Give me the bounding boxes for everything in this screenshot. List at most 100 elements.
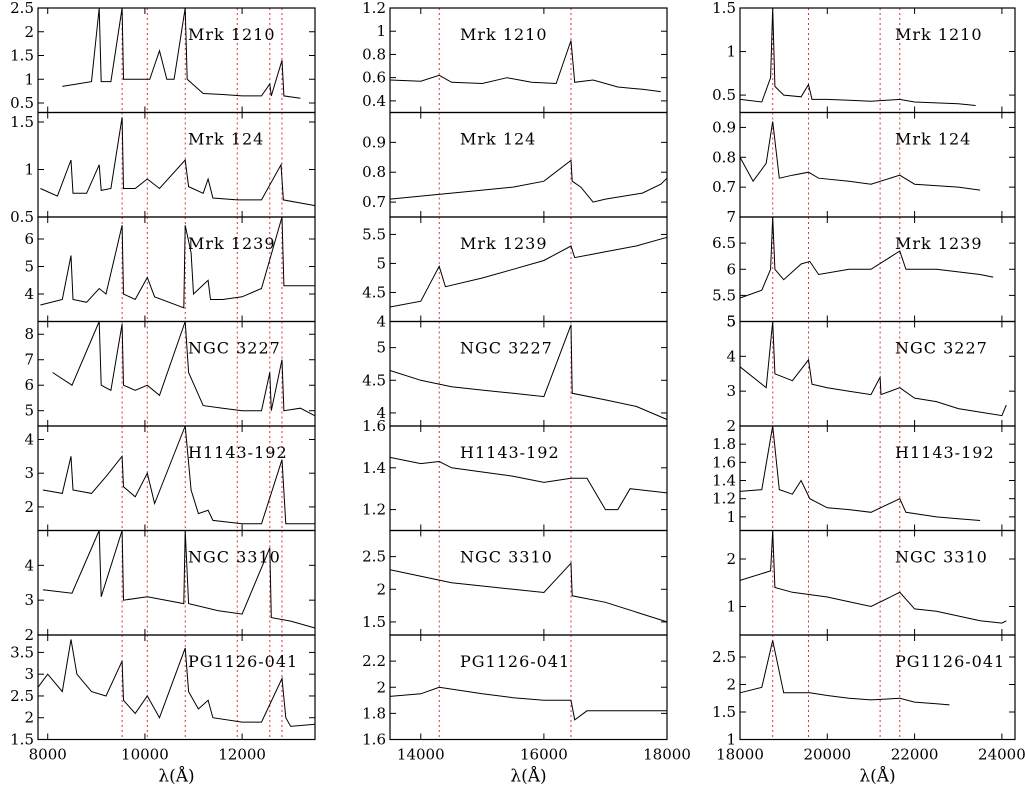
spectrum-line [739,121,981,191]
y-tick-label: 0.8 [712,148,736,166]
panel-frame [389,111,668,218]
x-axis-label: λ(Å) [510,766,546,787]
spectrum-line [389,40,661,93]
spectrum-line [37,639,316,727]
panel-frame [389,216,668,323]
x-tick-label: 10000 [121,746,169,764]
y-tick-label: 5 [726,313,736,331]
object-label: Mrk 124 [460,130,536,149]
y-tick-label: 1.5 [10,47,34,65]
y-tick-label: 1.8 [362,704,386,722]
panel-frame [739,320,1016,427]
object-label: Mrk 1210 [188,25,276,44]
panel-frame [739,216,1016,323]
spectrum-line [62,7,301,99]
y-tick-label: 1 [726,731,736,749]
y-tick-label: 1.2 [362,501,386,519]
y-tick-label: 4 [376,313,386,331]
y-tick-label: 2 [726,550,736,568]
y-tick-label: 5.5 [712,286,736,304]
y-tick-label: 2 [24,626,34,644]
y-tick-label: 5 [376,339,386,357]
y-tick-label: 1 [726,508,736,526]
panel-frame [37,634,316,741]
y-tick-label: 7 [726,208,736,226]
y-tick-label: 0.7 [362,193,386,211]
y-tick-label: 4 [24,285,34,303]
panel-r3-c1: 4 4.5 5 NGC 3227 [362,320,668,427]
y-tick-label: 4 [376,404,386,422]
object-label: Mrk 1239 [895,234,983,253]
spectrum-line [739,530,1007,624]
y-tick-label: 1 [24,161,34,179]
x-axis-label: λ(Å) [859,766,895,787]
panel-frame [389,529,668,636]
y-tick-label: 6.5 [712,234,736,252]
y-tick-label: 3.5 [10,643,34,661]
y-tick-label: 5 [24,258,34,276]
spectrum-line [739,640,950,706]
y-tick-label: 2 [24,23,34,41]
y-tick-label: 1.8 [712,435,736,453]
panel-r3-c0: 5 6 7 8 NGC 3227 [24,320,316,427]
y-tick-label: 0.9 [712,118,736,136]
spectrum-line [389,159,668,203]
spectrum-line [739,425,981,521]
y-tick-label: 1.5 [712,703,736,721]
spectrum-line [389,456,668,511]
y-tick-label: 0.5 [10,94,34,112]
spectrum-line [739,216,994,299]
y-tick-label: 1.5 [712,0,736,17]
panel-r4-c1: 1.2 1.4 1.6 H1143-192 [362,417,668,532]
panel-r6-c2: 1 1.5 2 2.5 PG1126-041 [712,634,1016,749]
panel-frame [37,425,316,532]
y-tick-label: 0.4 [362,92,386,110]
y-tick-label: 2 [726,676,736,694]
object-label: NGC 3310 [895,548,988,567]
object-label: NGC 3227 [895,339,988,358]
y-tick-label: 1.5 [10,113,34,131]
object-label: PG1126-041 [895,652,1005,671]
panel-r2-c1: 4 4.5 5 5.5 Mrk 1239 [362,216,668,331]
x-tick-label: 20000 [803,746,851,764]
y-tick-label: 5.5 [362,225,386,243]
y-tick-label: 4.5 [362,283,386,301]
spectrum-line [40,117,316,207]
x-tick-label: 18000 [643,746,691,764]
panel-r5-c2: 1 2 NGC 3310 [726,529,1016,636]
y-tick-label: 2 [24,709,34,727]
object-label: NGC 3227 [460,339,553,358]
object-label: Mrk 1210 [460,25,548,44]
x-tick-label: 12000 [218,746,266,764]
panel-r4-c0: 2 3 4 H1143-192 [24,425,316,532]
panel-r1-c0: 0.5 1 1.5 Mrk 124 [10,111,316,226]
panel-frame [37,216,316,323]
y-tick-label: 1 [726,598,736,616]
object-label: Mrk 1210 [895,25,983,44]
panel-r2-c2: 5 5.5 6 6.5 7 Mrk 1239 [712,208,1016,331]
spectrum-line [389,236,668,308]
y-tick-label: 5 [726,313,736,331]
panel-r0-c2: 0.5 1 1.5 Mrk 1210 [712,0,1016,114]
object-label: NGC 3310 [460,548,553,567]
y-tick-label: 3 [24,464,34,482]
y-tick-label: 1.5 [362,613,386,631]
y-tick-label: 1 [726,43,736,61]
y-tick-label: 2.5 [712,648,736,666]
object-label: NGC 3310 [188,548,281,567]
y-tick-label: 5 [24,402,34,420]
y-tick-label: 1.2 [362,0,386,17]
y-tick-label: 2.2 [362,652,386,670]
spectrum-line [42,530,316,629]
panel-r4-c2: 11.21.41.61.8 H1143-192 [712,425,1016,532]
y-tick-label: 1.6 [362,731,386,749]
y-tick-label: 0.5 [10,208,34,226]
panel-frame [739,425,1016,532]
panel-r0-c1: 0.4 0.6 0.8 1 1.2 Mrk 1210 [362,0,668,114]
y-tick-label: 3 [24,665,34,683]
object-label: Mrk 1239 [188,234,276,253]
y-tick-label: 4 [24,556,34,574]
panel-frame [37,529,316,636]
panel-frame [739,634,1016,741]
